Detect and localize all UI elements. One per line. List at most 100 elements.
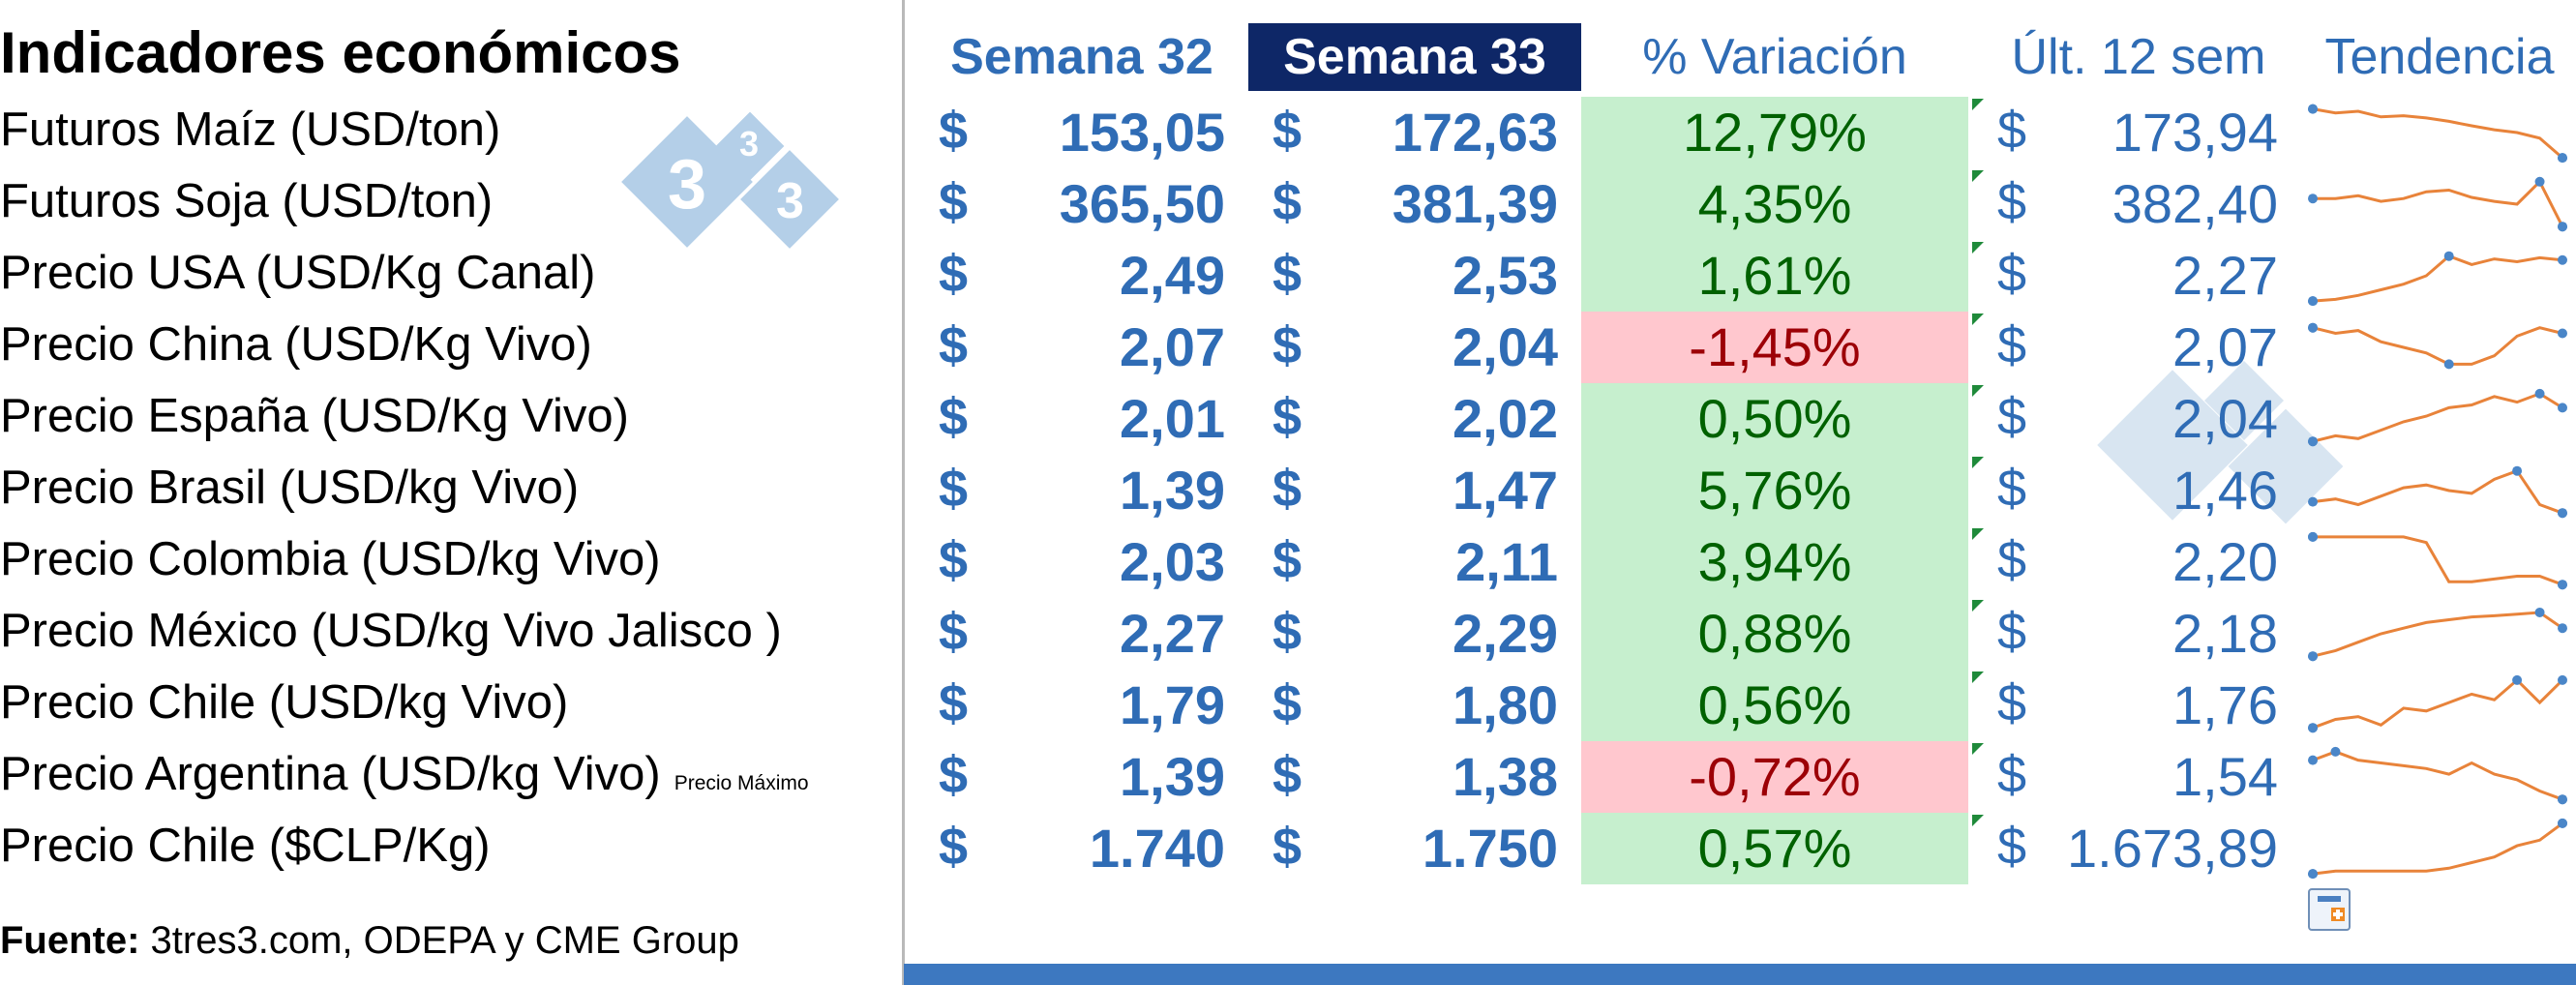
week-curr-value: 2,29 <box>1453 603 1558 664</box>
sparkline-marker <box>2308 296 2318 307</box>
row-label: Precio Chile ($CLP/Kg) <box>0 819 491 873</box>
week-prev-value: 2,49 <box>1120 245 1225 306</box>
week-curr-value: 1,38 <box>1453 746 1558 807</box>
quick-analysis-glyph <box>2318 896 2345 921</box>
week-prev-value: 2,07 <box>1120 316 1225 377</box>
currency-symbol: $ <box>1273 818 1303 876</box>
week-curr-value: 2,11 <box>1455 531 1558 592</box>
currency-symbol: $ <box>1997 460 2027 518</box>
watermark-digit-mid: 3 <box>776 173 804 229</box>
quick-analysis-icon[interactable] <box>2308 888 2351 931</box>
last12-value: 1,54 <box>2172 746 2278 807</box>
header-week-curr: Semana 33 <box>1248 23 1581 91</box>
variation-cell: -0,72% <box>1581 741 1968 813</box>
cell-indicator-marker <box>1972 99 1984 110</box>
week-prev-value: 2,03 <box>1120 531 1225 592</box>
variation-cell: 12,79% <box>1581 97 1968 168</box>
currency-symbol: $ <box>1997 531 2027 589</box>
currency-symbol: $ <box>1997 316 2027 374</box>
page-title: Indicadores económicos <box>0 20 681 85</box>
last12-value: 1,76 <box>2172 674 2278 735</box>
currency-symbol: $ <box>1997 245 2027 303</box>
last12-value: 173,94 <box>2112 102 2278 163</box>
sparkline-marker <box>2534 388 2545 399</box>
trend-sparkline <box>2308 388 2567 447</box>
week-prev-value: 2,27 <box>1120 603 1225 664</box>
currency-symbol: $ <box>1273 603 1303 661</box>
header-trend: Tendencia <box>2324 29 2555 85</box>
cell-indicator-marker <box>1972 170 1984 182</box>
trend-sparkline <box>2308 531 2567 590</box>
source-label: Fuente: <box>0 919 140 962</box>
sparkline-marker <box>2558 328 2567 339</box>
variation-cell: 0,88% <box>1581 598 1968 670</box>
row-label: Precio España (USD/Kg Vivo) <box>0 389 629 443</box>
sparkline-path <box>2312 468 2563 515</box>
cell-indicator-marker <box>1972 672 1984 683</box>
variation-cell: 0,50% <box>1581 383 1968 455</box>
week-curr-value: 2,04 <box>1453 316 1558 377</box>
last12-value: 2,27 <box>2172 245 2278 306</box>
sparkline-marker <box>2558 222 2567 232</box>
indicator-name: Precio Chile (USD/kg Vivo) <box>0 676 569 729</box>
indicator-name: Precio México (USD/kg Vivo Jalisco ) <box>0 605 782 657</box>
cell-indicator-marker <box>1972 385 1984 397</box>
currency-symbol: $ <box>1273 531 1303 589</box>
last12-value: 1,46 <box>2172 460 2278 521</box>
currency-symbol: $ <box>1997 603 2027 661</box>
currency-symbol: $ <box>1997 102 2027 160</box>
sparkline-path <box>2312 821 2563 876</box>
currency-symbol: $ <box>939 388 969 446</box>
last12-value: 2,18 <box>2172 603 2278 664</box>
trend-sparkline <box>2308 746 2567 805</box>
indicator-name: Precio España (USD/Kg Vivo) <box>0 390 629 442</box>
currency-symbol: $ <box>1273 102 1303 160</box>
sparkline-marker <box>2558 254 2567 265</box>
currency-symbol: $ <box>1273 746 1303 804</box>
trend-sparkline <box>2308 465 2567 519</box>
trend-sparkline <box>2308 322 2567 370</box>
currency-symbol: $ <box>939 102 969 160</box>
row-label: Futuros Maíz (USD/ton) <box>0 103 500 157</box>
week-curr-value: 381,39 <box>1392 173 1558 234</box>
row-label: Precio Chile (USD/kg Vivo) <box>0 675 568 730</box>
sparkline-path <box>2313 179 2564 227</box>
week-prev-value: 153,05 <box>1059 102 1225 163</box>
sparkline-path <box>2312 254 2563 303</box>
sparkline-path <box>2312 750 2563 801</box>
trend-sparkline <box>2308 674 2567 733</box>
week-prev-value: 365,50 <box>1059 173 1225 234</box>
last12-value: 2,04 <box>2172 388 2278 449</box>
cell-indicator-marker <box>1972 600 1984 612</box>
header-variation: % Variación <box>1642 29 1907 85</box>
sparkline-marker <box>2558 794 2567 805</box>
variation-cell: 4,35% <box>1581 168 1968 240</box>
sparkline-marker <box>2558 153 2567 164</box>
indicator-name: Precio Brasil (USD/kg Vivo) <box>0 462 580 514</box>
week-prev-value: 1,79 <box>1120 674 1225 735</box>
currency-symbol: $ <box>1273 316 1303 374</box>
watermark-logo: 3 3 3 <box>621 106 861 271</box>
sparkline-path <box>2312 107 2563 160</box>
cell-indicator-marker <box>1972 528 1984 540</box>
sparkline-marker <box>2308 869 2318 880</box>
sparkline-marker <box>2558 580 2567 590</box>
row-label: Precio México (USD/kg Vivo Jalisco ) <box>0 604 782 658</box>
last12-value: 1.673,89 <box>2067 818 2278 879</box>
currency-symbol: $ <box>939 674 969 732</box>
week-curr-value: 1,80 <box>1453 674 1558 735</box>
sparkline-marker <box>2308 651 2318 662</box>
cell-indicator-marker <box>1972 242 1984 254</box>
source-note: Fuente: 3tres3.com, ODEPA y CME Group <box>0 919 739 963</box>
sparkline-path <box>2312 611 2563 658</box>
currency-symbol: $ <box>939 603 969 661</box>
currency-symbol: $ <box>939 173 969 231</box>
currency-symbol: $ <box>939 818 969 876</box>
currency-symbol: $ <box>1273 460 1303 518</box>
sparkline-marker <box>2308 194 2318 204</box>
indicator-note: Precio Máximo <box>674 772 809 794</box>
currency-symbol: $ <box>939 531 969 589</box>
sparkline-marker <box>2512 465 2523 476</box>
week-curr-value: 1.750 <box>1422 818 1558 879</box>
cell-indicator-marker <box>1972 815 1984 826</box>
